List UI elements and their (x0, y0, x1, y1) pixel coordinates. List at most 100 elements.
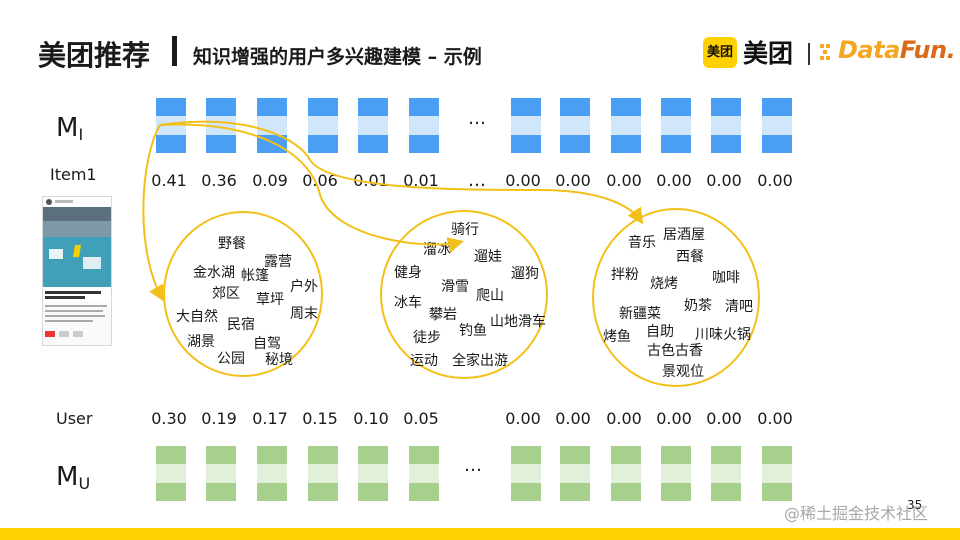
interest-word: 爬山 (476, 288, 504, 304)
interest-cluster-sports (380, 210, 548, 379)
user-weight-11: 0.00 (706, 409, 742, 428)
interest-word: 滑雪 (441, 279, 469, 295)
bottom-accent-band (0, 528, 960, 540)
item-bar-10 (661, 98, 691, 153)
interest-word: 溜冰 (423, 242, 451, 258)
interest-word: 湖景 (187, 334, 215, 350)
user-bar-2 (206, 446, 236, 501)
item-weight-11: 0.00 (706, 171, 742, 190)
item-weight-12: 0.00 (757, 171, 793, 190)
user-weight-7: 0.00 (505, 409, 541, 428)
interest-word: 自助 (646, 324, 674, 340)
interest-word: 户外 (290, 279, 318, 295)
interest-word: 咖啡 (712, 270, 740, 286)
item-weight-2: 0.36 (201, 171, 237, 190)
interest-word: 露营 (264, 254, 292, 270)
interest-word: 音乐 (628, 235, 656, 251)
interest-word: 烤鱼 (603, 329, 631, 345)
item-bar-11 (711, 98, 741, 153)
user-bar-10 (661, 446, 691, 501)
user-bar-4 (308, 446, 338, 501)
item-weight-3: 0.09 (252, 171, 288, 190)
user-row-label: User (56, 409, 93, 428)
watermark: @稀土掘金技术社区 (784, 504, 929, 523)
interest-word: 金水湖 (193, 265, 235, 281)
user-bar-8 (560, 446, 590, 501)
item-bar-8 (560, 98, 590, 153)
item-matrix-label: MI (56, 113, 84, 144)
interest-word: 民宿 (227, 317, 255, 333)
datafun-logo-text: DataFun. (838, 36, 956, 64)
user-weight-4: 0.15 (302, 409, 338, 428)
item-bar-9 (611, 98, 641, 153)
meituan-logo-badge: 美团 (703, 37, 737, 68)
interest-word: 公园 (217, 351, 245, 367)
interest-word: 草坪 (256, 292, 284, 308)
interest-word: 运动 (410, 353, 438, 369)
user-bar-7 (511, 446, 541, 501)
logo-divider (808, 43, 810, 65)
item-weights-ellipsis: … (468, 170, 486, 191)
user-weight-8: 0.00 (555, 409, 591, 428)
interest-word: 遛狗 (511, 266, 539, 282)
interest-word: 西餐 (676, 249, 704, 265)
item-weight-6: 0.01 (403, 171, 439, 190)
item-bar-5 (358, 98, 388, 153)
item-weight-7: 0.00 (505, 171, 541, 190)
interest-word: 景观位 (662, 364, 704, 380)
page-number: 35 (907, 498, 923, 512)
meituan-logo-text: 美团 (743, 39, 794, 68)
interest-word: 野餐 (218, 236, 246, 252)
user-bars-ellipsis: … (464, 455, 482, 476)
interest-word: 健身 (394, 265, 422, 281)
item-row-label: Item1 (50, 165, 97, 184)
interest-word: 新疆菜 (619, 306, 661, 322)
user-bar-5 (358, 446, 388, 501)
user-bar-6 (409, 446, 439, 501)
user-weight-9: 0.00 (606, 409, 642, 428)
datafun-logo-icon (820, 44, 830, 60)
user-weight-12: 0.00 (757, 409, 793, 428)
user-weight-3: 0.17 (252, 409, 288, 428)
arrow-to-cluster-outdoor (142, 124, 164, 302)
user-matrix-label: MU (56, 462, 91, 493)
user-weight-1: 0.30 (151, 409, 187, 428)
interest-word: 全家出游 (452, 353, 508, 369)
item-thumbnail (42, 196, 112, 346)
interest-word: 帐篷 (241, 268, 269, 284)
title-separator (172, 36, 177, 66)
item-weight-5: 0.01 (353, 171, 389, 190)
item-weight-8: 0.00 (555, 171, 591, 190)
interest-word: 攀岩 (429, 307, 457, 323)
user-weight-10: 0.00 (656, 409, 692, 428)
interest-word: 秘境 (265, 352, 293, 368)
item-bar-12 (762, 98, 792, 153)
user-bar-1 (156, 446, 186, 501)
item-weight-10: 0.00 (656, 171, 692, 190)
interest-word: 山地滑车 (490, 314, 546, 330)
item-weight-9: 0.00 (606, 171, 642, 190)
interest-cluster-food (592, 208, 760, 387)
interest-word: 古色古香 (647, 343, 703, 359)
arrow-to-cluster-sports (159, 123, 464, 253)
item-weight-1: 0.41 (151, 171, 187, 190)
item-bar-4 (308, 98, 338, 153)
interest-word: 遛娃 (474, 249, 502, 265)
interest-word: 川味火锅 (695, 327, 751, 343)
interest-word: 奶茶 (684, 298, 712, 314)
interest-word: 自驾 (253, 336, 281, 352)
interest-cluster-outdoor (163, 211, 323, 377)
interest-word: 拌粉 (611, 267, 639, 283)
interest-word: 大自然 (176, 309, 218, 325)
user-bar-12 (762, 446, 792, 501)
user-bar-3 (257, 446, 287, 501)
slide-subtitle: 知识增强的用户多兴趣建模 – 示例 (193, 46, 482, 68)
user-weight-5: 0.10 (353, 409, 389, 428)
interest-word: 清吧 (725, 299, 753, 315)
user-weight-6: 0.05 (403, 409, 439, 428)
interest-word: 郊区 (212, 286, 240, 302)
item-bar-6 (409, 98, 439, 153)
slide-title: 美团推荐 (38, 39, 151, 72)
